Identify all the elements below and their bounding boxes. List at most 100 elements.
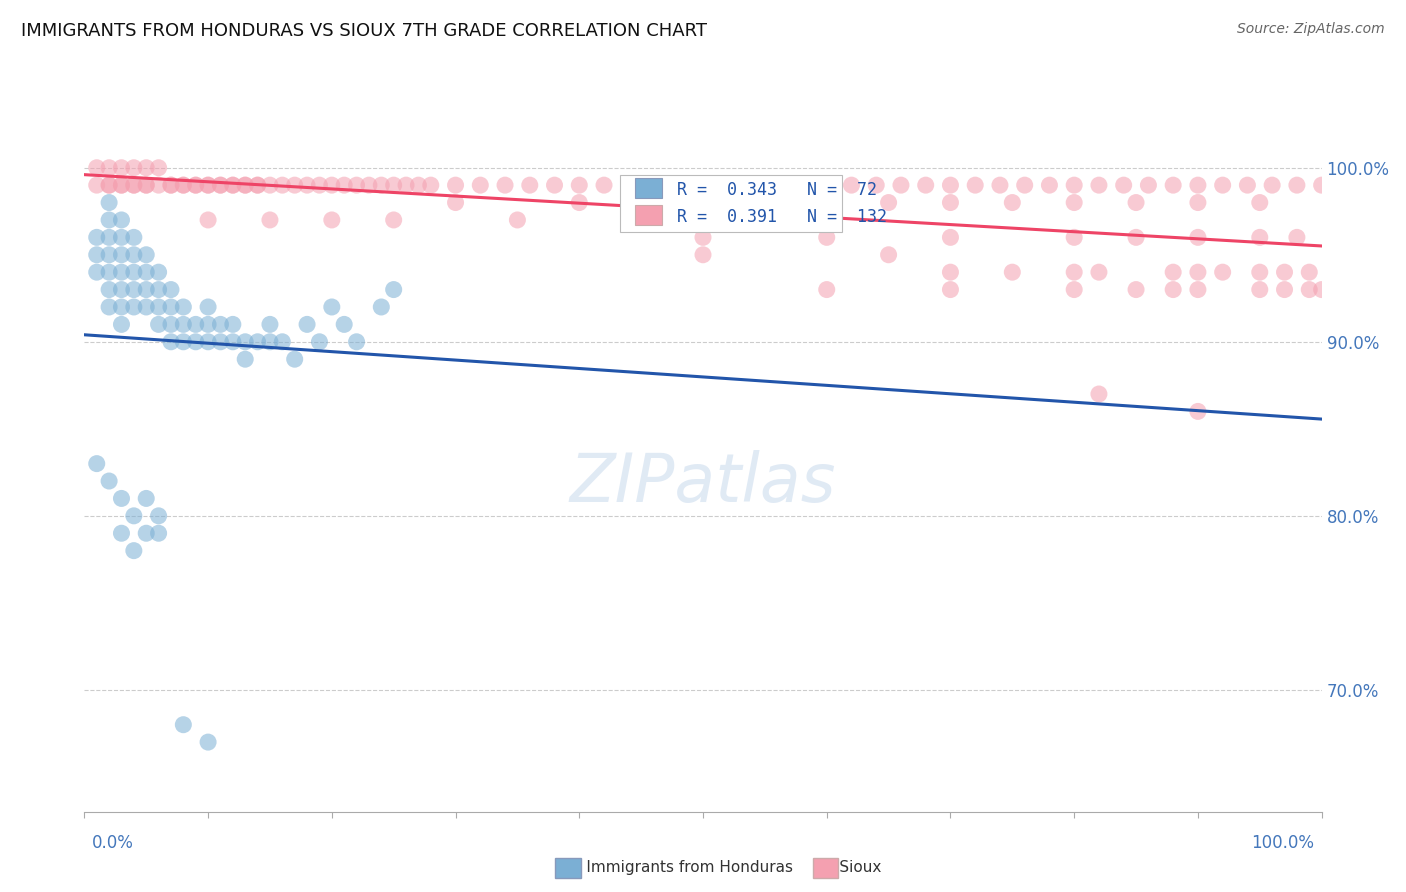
Point bbox=[197, 178, 219, 193]
Point bbox=[160, 300, 183, 314]
Point bbox=[370, 178, 392, 193]
Point bbox=[184, 178, 207, 193]
Point bbox=[259, 334, 281, 349]
Point bbox=[110, 526, 132, 541]
Point bbox=[98, 248, 121, 262]
Point bbox=[741, 178, 763, 193]
Text: Immigrants from Honduras: Immigrants from Honduras bbox=[562, 860, 793, 874]
Point bbox=[308, 178, 330, 193]
Text: 100.0%: 100.0% bbox=[1251, 834, 1315, 852]
Point bbox=[692, 248, 714, 262]
Point bbox=[1161, 265, 1184, 279]
Point bbox=[172, 178, 194, 193]
Point bbox=[346, 334, 368, 349]
Point bbox=[98, 230, 121, 244]
Point bbox=[321, 300, 343, 314]
Point bbox=[135, 265, 157, 279]
Text: ZIPatlas: ZIPatlas bbox=[569, 450, 837, 516]
Text: R =  0.391   N =  132: R = 0.391 N = 132 bbox=[678, 208, 887, 226]
Point bbox=[1001, 265, 1024, 279]
Point bbox=[1249, 195, 1271, 210]
Point bbox=[172, 178, 194, 193]
Point bbox=[110, 178, 132, 193]
Point bbox=[1088, 178, 1111, 193]
Point bbox=[1038, 178, 1060, 193]
Point bbox=[271, 178, 294, 193]
Point bbox=[135, 248, 157, 262]
Point bbox=[98, 283, 121, 297]
Point bbox=[444, 195, 467, 210]
Point bbox=[1249, 230, 1271, 244]
Point bbox=[1112, 178, 1135, 193]
Point bbox=[98, 161, 121, 175]
Point bbox=[877, 195, 900, 210]
Point bbox=[382, 283, 405, 297]
Point bbox=[122, 300, 145, 314]
Point bbox=[135, 283, 157, 297]
Point bbox=[86, 230, 108, 244]
Point bbox=[86, 248, 108, 262]
Point bbox=[122, 283, 145, 297]
Point bbox=[308, 334, 330, 349]
Point bbox=[122, 265, 145, 279]
Bar bbox=[636, 178, 662, 198]
Point bbox=[988, 178, 1011, 193]
Point bbox=[1161, 283, 1184, 297]
Point bbox=[98, 265, 121, 279]
Point bbox=[890, 178, 912, 193]
Point bbox=[86, 265, 108, 279]
Point bbox=[259, 213, 281, 227]
Point bbox=[1088, 387, 1111, 401]
Point bbox=[717, 178, 740, 193]
Point bbox=[122, 161, 145, 175]
Point bbox=[295, 178, 318, 193]
Point bbox=[321, 213, 343, 227]
Point bbox=[295, 318, 318, 332]
Point bbox=[284, 352, 307, 367]
Point bbox=[184, 334, 207, 349]
Point bbox=[172, 334, 194, 349]
Point bbox=[148, 161, 170, 175]
Point bbox=[122, 178, 145, 193]
Point bbox=[110, 161, 132, 175]
Point bbox=[197, 178, 219, 193]
Text: 0.0%: 0.0% bbox=[91, 834, 134, 852]
Point bbox=[1249, 283, 1271, 297]
Point bbox=[284, 178, 307, 193]
Point bbox=[122, 248, 145, 262]
Point bbox=[1249, 265, 1271, 279]
Point bbox=[593, 178, 616, 193]
Point bbox=[346, 178, 368, 193]
Point bbox=[939, 265, 962, 279]
Point bbox=[1310, 178, 1333, 193]
Point bbox=[222, 178, 245, 193]
Point bbox=[790, 178, 813, 193]
Point bbox=[543, 178, 565, 193]
Point bbox=[1212, 178, 1234, 193]
Point bbox=[160, 283, 183, 297]
Point bbox=[470, 178, 492, 193]
Point bbox=[98, 178, 121, 193]
Point bbox=[222, 178, 245, 193]
Point bbox=[1014, 178, 1036, 193]
Point bbox=[110, 265, 132, 279]
Point bbox=[110, 178, 132, 193]
Point bbox=[333, 178, 356, 193]
Point bbox=[815, 283, 838, 297]
Point bbox=[692, 195, 714, 210]
Point bbox=[197, 300, 219, 314]
Point bbox=[233, 334, 256, 349]
Point bbox=[271, 334, 294, 349]
Bar bbox=[636, 205, 662, 225]
Point bbox=[1001, 195, 1024, 210]
Point bbox=[766, 178, 789, 193]
Point bbox=[965, 178, 987, 193]
Point bbox=[408, 178, 430, 193]
Point bbox=[148, 526, 170, 541]
Point bbox=[1285, 230, 1308, 244]
Point bbox=[914, 178, 936, 193]
Point bbox=[172, 300, 194, 314]
Point bbox=[1212, 265, 1234, 279]
Point bbox=[233, 352, 256, 367]
Point bbox=[815, 195, 838, 210]
